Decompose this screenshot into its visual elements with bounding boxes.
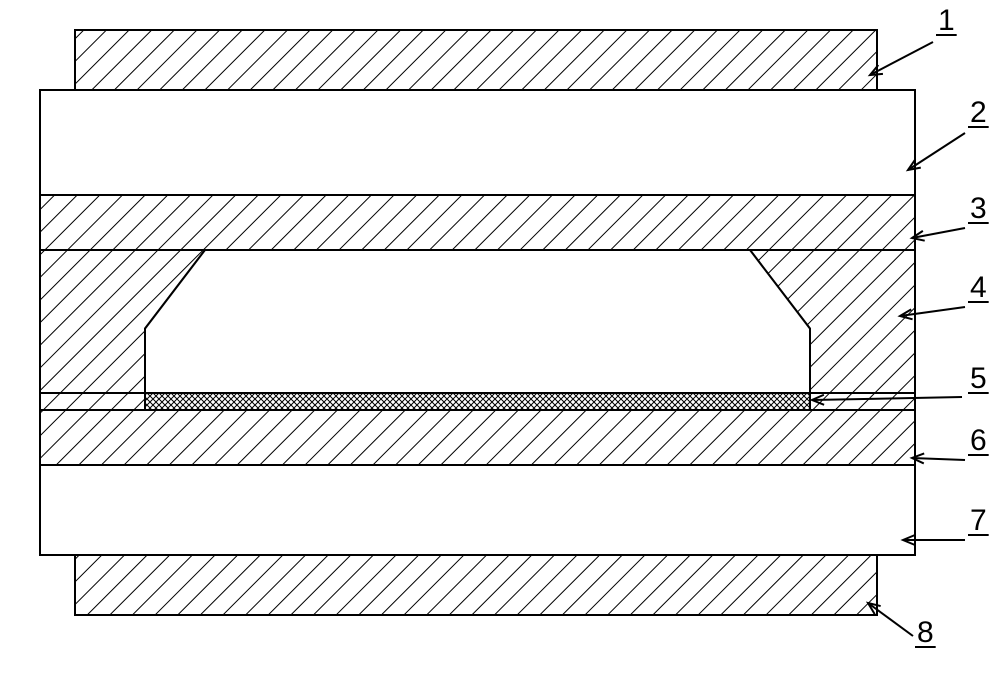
callout-3: 3 — [912, 192, 989, 241]
callout-8: 8 — [868, 603, 936, 649]
layer-5-left-fill — [40, 393, 145, 410]
callout-6: 6 — [912, 424, 989, 463]
callout-8-label: 8 — [917, 616, 934, 649]
callout-2-label: 2 — [970, 96, 987, 129]
layer-5-right-fill — [810, 393, 915, 410]
layer-6-hatched — [40, 410, 915, 465]
layer-4-cavity — [145, 250, 810, 393]
layer-3-hatched — [40, 195, 915, 250]
callout-2: 2 — [908, 96, 989, 170]
callout-8-leader — [868, 603, 913, 636]
callout-5-label: 5 — [970, 362, 987, 395]
layer-8-hatched-bot — [75, 555, 877, 615]
callout-1: 1 — [870, 4, 957, 75]
callout-1-leader — [870, 42, 933, 75]
callout-6-label: 6 — [970, 424, 987, 457]
callout-6-leader — [912, 458, 965, 460]
layer-2-blank-upper — [40, 90, 915, 195]
callout-4-label: 4 — [970, 271, 987, 304]
callout-3-label: 3 — [970, 192, 987, 225]
callout-1-label: 1 — [938, 4, 955, 37]
layer-1-hatched-top — [75, 30, 877, 90]
layer-5-crosshatch-strip — [145, 393, 810, 410]
layer-7-blank-lower — [40, 465, 915, 555]
callout-2-leader — [908, 133, 965, 170]
callout-7-label: 7 — [970, 504, 987, 537]
